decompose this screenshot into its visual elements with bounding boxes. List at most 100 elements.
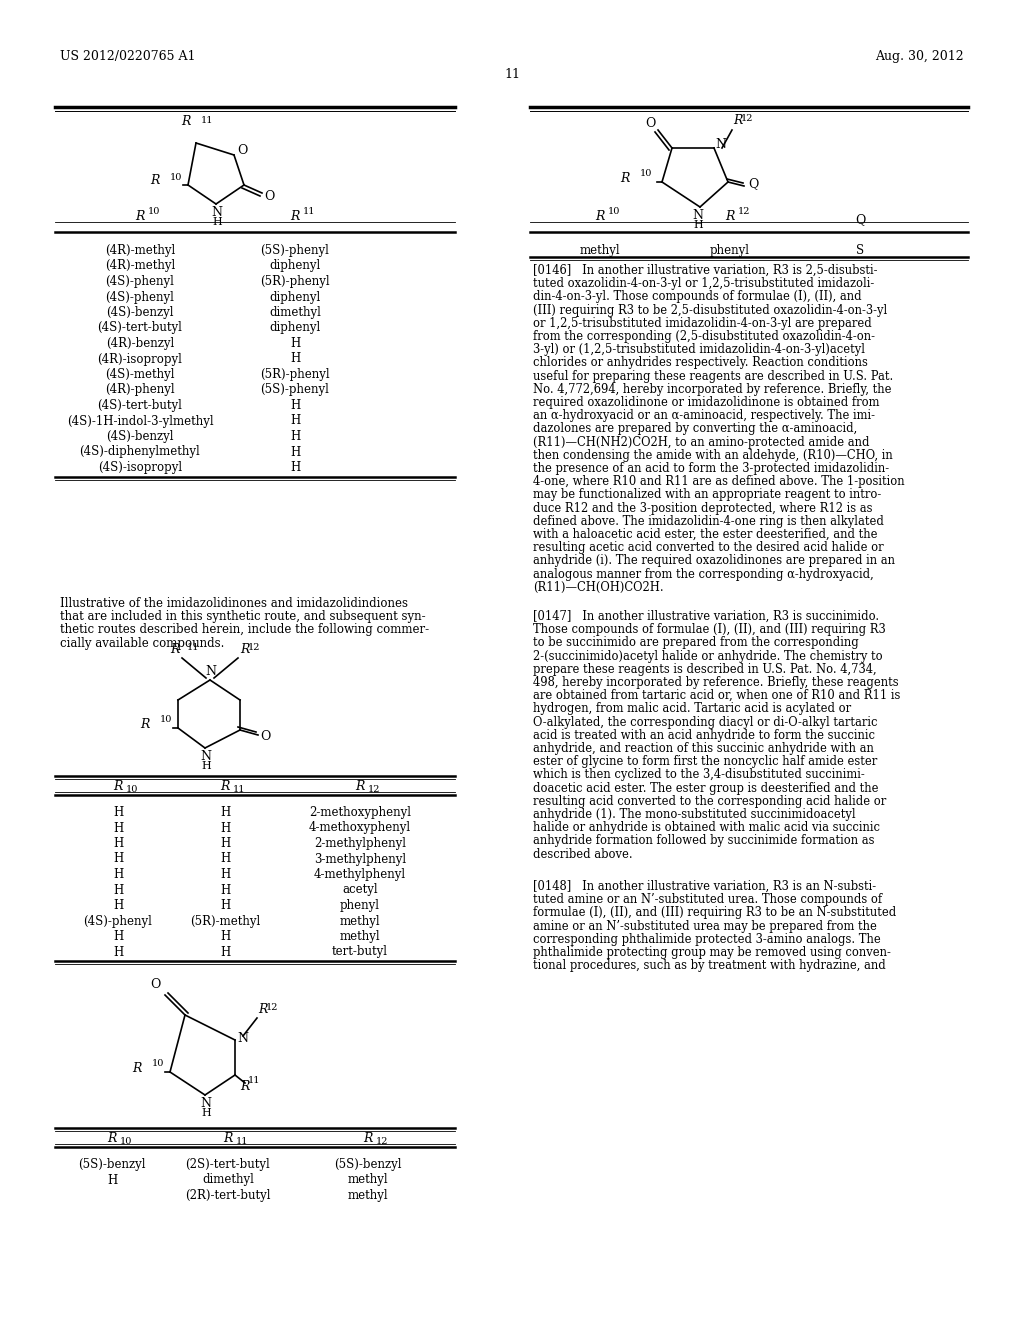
Text: diphenyl: diphenyl [269, 290, 321, 304]
Text: R: R [181, 115, 191, 128]
Text: (5S)-benzyl: (5S)-benzyl [334, 1158, 401, 1171]
Text: 10: 10 [126, 785, 138, 795]
Text: duce R12 and the 3-position deprotected, where R12 is as: duce R12 and the 3-position deprotected,… [534, 502, 872, 515]
Text: phenyl: phenyl [340, 899, 380, 912]
Text: 3-methylphenyl: 3-methylphenyl [314, 853, 407, 866]
Text: (5R)-phenyl: (5R)-phenyl [260, 368, 330, 381]
Text: R: R [108, 1131, 117, 1144]
Text: H: H [201, 762, 211, 771]
Text: [0148]   In another illustrative variation, R3 is an N-substi-: [0148] In another illustrative variation… [534, 880, 877, 894]
Text: 11: 11 [233, 785, 246, 795]
Text: 11: 11 [187, 643, 200, 652]
Text: 10: 10 [640, 169, 652, 178]
Text: the presence of an acid to form the 3-protected imidazolidin-: the presence of an acid to form the 3-pr… [534, 462, 889, 475]
Text: an α-hydroxyacid or an α-aminoacid, respectively. The imi-: an α-hydroxyacid or an α-aminoacid, resp… [534, 409, 874, 422]
Text: H: H [290, 337, 300, 350]
Text: H: H [220, 931, 230, 942]
Text: (5S)-phenyl: (5S)-phenyl [260, 244, 330, 257]
Text: (R11)—CH(OH)CO2H.: (R11)—CH(OH)CO2H. [534, 581, 664, 594]
Text: din-4-on-3-yl. Those compounds of formulae (I), (II), and: din-4-on-3-yl. Those compounds of formul… [534, 290, 861, 304]
Text: (4S)-diphenylmethyl: (4S)-diphenylmethyl [80, 446, 201, 458]
Text: thetic routes described herein, include the following commer-: thetic routes described herein, include … [60, 623, 429, 636]
Text: corresponding phthalimide protected 3-amino analogs. The: corresponding phthalimide protected 3-am… [534, 933, 881, 946]
Text: N: N [212, 206, 222, 219]
Text: H: H [220, 837, 230, 850]
Text: are obtained from tartaric acid or, when one of R10 and R11 is: are obtained from tartaric acid or, when… [534, 689, 900, 702]
Text: (4S)-phenyl: (4S)-phenyl [105, 275, 174, 288]
Text: N: N [237, 1031, 248, 1044]
Text: analogous manner from the corresponding α-hydroxyacid,: analogous manner from the corresponding … [534, 568, 873, 581]
Text: H: H [290, 461, 300, 474]
Text: (5R)-methyl: (5R)-methyl [189, 915, 260, 928]
Text: 3-yl) or (1,2,5-trisubstituted imidazolidin-4-on-3-yl)acetyl: 3-yl) or (1,2,5-trisubstituted imidazoli… [534, 343, 865, 356]
Text: 10: 10 [148, 207, 161, 216]
Text: H: H [113, 869, 123, 880]
Text: methyl: methyl [348, 1173, 388, 1187]
Text: H: H [113, 821, 123, 834]
Text: N: N [692, 209, 703, 222]
Text: methyl: methyl [340, 931, 380, 942]
Text: (4S)-phenyl: (4S)-phenyl [84, 915, 153, 928]
Text: tuted amine or an N’-substituted urea. Those compounds of: tuted amine or an N’-substituted urea. T… [534, 894, 882, 907]
Text: R: R [240, 1080, 250, 1093]
Text: H: H [220, 945, 230, 958]
Text: ester of glycine to form first the noncyclic half amide ester: ester of glycine to form first the noncy… [534, 755, 878, 768]
Text: 10: 10 [120, 1138, 132, 1147]
Text: 4-methylphenyl: 4-methylphenyl [314, 869, 407, 880]
Text: methyl: methyl [348, 1189, 388, 1203]
Text: (III) requiring R3 to be 2,5-disubstituted oxazolidin-4-on-3-yl: (III) requiring R3 to be 2,5-disubstitut… [534, 304, 887, 317]
Text: H: H [220, 821, 230, 834]
Text: O: O [151, 978, 161, 991]
Text: H: H [290, 430, 300, 444]
Text: H: H [113, 945, 123, 958]
Text: US 2012/0220765 A1: US 2012/0220765 A1 [60, 50, 196, 63]
Text: described above.: described above. [534, 847, 633, 861]
Text: dimethyl: dimethyl [269, 306, 321, 319]
Text: [0146]   In another illustrative variation, R3 is 2,5-disubsti-: [0146] In another illustrative variation… [534, 264, 878, 277]
Text: dazolones are prepared by converting the α-aminoacid,: dazolones are prepared by converting the… [534, 422, 857, 436]
Text: H: H [290, 352, 300, 366]
Text: O-alkylated, the corresponding diacyl or di-O-alkyl tartaric: O-alkylated, the corresponding diacyl or… [534, 715, 878, 729]
Text: R: R [291, 210, 300, 223]
Text: O: O [260, 730, 270, 743]
Text: chlorides or anhydrides respectively. Reaction conditions: chlorides or anhydrides respectively. Re… [534, 356, 868, 370]
Text: that are included in this synthetic route, and subsequent syn-: that are included in this synthetic rout… [60, 610, 426, 623]
Text: (5R)-phenyl: (5R)-phenyl [260, 275, 330, 288]
Text: (2R)-tert-butyl: (2R)-tert-butyl [185, 1189, 270, 1203]
Text: amine or an N’-substituted urea may be prepared from the: amine or an N’-substituted urea may be p… [534, 920, 877, 933]
Text: acid is treated with an acid anhydride to form the succinic: acid is treated with an acid anhydride t… [534, 729, 874, 742]
Text: 12: 12 [368, 785, 381, 795]
Text: 2-methylphenyl: 2-methylphenyl [314, 837, 406, 850]
Text: phenyl: phenyl [710, 244, 750, 257]
Text: anhydride (1). The mono-substituted succinimidoacetyl: anhydride (1). The mono-substituted succ… [534, 808, 856, 821]
Text: 10: 10 [152, 1060, 165, 1068]
Text: 11: 11 [303, 207, 315, 216]
Text: resulting acid converted to the corresponding acid halide or: resulting acid converted to the correspo… [534, 795, 886, 808]
Text: H: H [201, 1107, 211, 1118]
Text: required oxazolidinone or imidazolidinone is obtained from: required oxazolidinone or imidazolidinon… [534, 396, 880, 409]
Text: R: R [355, 780, 365, 792]
Text: (4S)-1H-indol-3-ylmethyl: (4S)-1H-indol-3-ylmethyl [67, 414, 213, 428]
Text: (4S)-tert-butyl: (4S)-tert-butyl [97, 322, 182, 334]
Text: H: H [113, 837, 123, 850]
Text: 11: 11 [248, 1076, 260, 1085]
Text: R: R [114, 780, 123, 792]
Text: 12: 12 [248, 643, 260, 652]
Text: R: R [133, 1061, 142, 1074]
Text: S: S [856, 244, 864, 257]
Text: tuted oxazolidin-4-on-3-yl or 1,2,5-trisubstituted imidazoli-: tuted oxazolidin-4-on-3-yl or 1,2,5-tris… [534, 277, 874, 290]
Text: (4S)-benzyl: (4S)-benzyl [106, 306, 174, 319]
Text: No. 4,772,694, hereby incorporated by reference. Briefly, the: No. 4,772,694, hereby incorporated by re… [534, 383, 892, 396]
Text: O: O [264, 190, 274, 203]
Text: tert-butyl: tert-butyl [332, 945, 388, 958]
Text: (4S)-methyl: (4S)-methyl [105, 368, 175, 381]
Text: acetyl: acetyl [342, 883, 378, 896]
Text: (R11)—CH(NH2)CO2H, to an amino-protected amide and: (R11)—CH(NH2)CO2H, to an amino-protected… [534, 436, 869, 449]
Text: useful for preparing these reagents are described in U.S. Pat.: useful for preparing these reagents are … [534, 370, 893, 383]
Text: hydrogen, from malic acid. Tartaric acid is acylated or: hydrogen, from malic acid. Tartaric acid… [534, 702, 851, 715]
Text: 11: 11 [504, 69, 520, 81]
Text: R: R [140, 718, 150, 730]
Text: H: H [290, 414, 300, 428]
Text: 12: 12 [741, 114, 754, 123]
Text: (4S)-phenyl: (4S)-phenyl [105, 290, 174, 304]
